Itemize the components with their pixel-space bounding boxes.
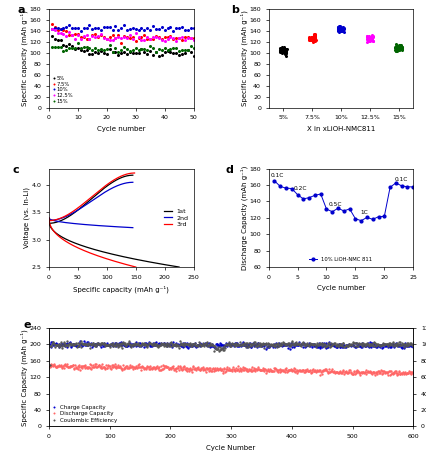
1st xyxy=(156,261,161,266)
Text: 0.2C: 0.2C xyxy=(294,186,307,191)
Text: d: d xyxy=(225,165,233,175)
3rd xyxy=(98,254,103,260)
2nd xyxy=(46,215,52,221)
1st xyxy=(46,218,52,223)
Y-axis label: Voltage (vs. In-Li): Voltage (vs. In-Li) xyxy=(23,187,30,248)
Text: b: b xyxy=(231,5,239,15)
X-axis label: Cycle Number: Cycle Number xyxy=(207,444,256,450)
Legend: 1st, 2nd, 3rd: 1st, 2nd, 3rd xyxy=(162,207,190,229)
2nd xyxy=(47,216,52,221)
3rd xyxy=(133,264,138,270)
Legend: 5%, 7.5%, 10%, 12.5%, 15%: 5%, 7.5%, 10%, 12.5%, 15% xyxy=(52,75,75,105)
Y-axis label: Specific capacity (mAh g⁻¹): Specific capacity (mAh g⁻¹) xyxy=(21,11,28,106)
X-axis label: X in xLiOH-NMC811: X in xLiOH-NMC811 xyxy=(307,126,375,132)
Text: a: a xyxy=(17,5,25,15)
3rd xyxy=(98,254,103,260)
1st xyxy=(124,254,129,260)
2nd xyxy=(130,225,135,230)
Y-axis label: Specific capacity (mAh g⁻¹): Specific capacity (mAh g⁻¹) xyxy=(240,11,248,106)
Line: 2nd: 2nd xyxy=(49,218,133,228)
2nd xyxy=(117,224,122,230)
2nd xyxy=(96,223,101,228)
Y-axis label: Discharge Capacity (mAh g⁻¹): Discharge Capacity (mAh g⁻¹) xyxy=(240,165,248,270)
Text: 1C: 1C xyxy=(360,210,368,214)
2nd xyxy=(98,223,103,229)
1st xyxy=(164,262,170,268)
Legend: Charge Capacity, Discharge Capacity, Coulombic Efficiency: Charge Capacity, Discharge Capacity, Cou… xyxy=(52,404,118,424)
2nd xyxy=(122,225,127,230)
Text: 0.1C: 0.1C xyxy=(395,177,409,182)
3rd xyxy=(47,219,52,225)
Text: e: e xyxy=(23,320,31,330)
3rd xyxy=(100,254,105,260)
2nd xyxy=(96,223,101,228)
3rd xyxy=(125,262,130,268)
Y-axis label: Specific Capacity (mAh g⁻¹): Specific Capacity (mAh g⁻¹) xyxy=(20,329,28,426)
Text: 0.1C: 0.1C xyxy=(271,173,284,178)
Legend: 10% LiOH-NMC 811: 10% LiOH-NMC 811 xyxy=(307,255,375,264)
Line: 1st: 1st xyxy=(49,220,179,267)
1st xyxy=(126,255,131,260)
Text: c: c xyxy=(13,165,20,175)
X-axis label: Specific capacity (mAh g⁻¹): Specific capacity (mAh g⁻¹) xyxy=(73,285,169,293)
1st xyxy=(176,264,181,270)
1st xyxy=(124,254,129,260)
Text: 0.5C: 0.5C xyxy=(328,202,342,207)
3rd xyxy=(46,215,52,221)
1st xyxy=(47,221,52,227)
X-axis label: Cycle number: Cycle number xyxy=(97,126,146,132)
X-axis label: Cycle number: Cycle number xyxy=(317,285,365,291)
3rd xyxy=(120,260,125,266)
Line: 3rd: 3rd xyxy=(49,218,136,267)
